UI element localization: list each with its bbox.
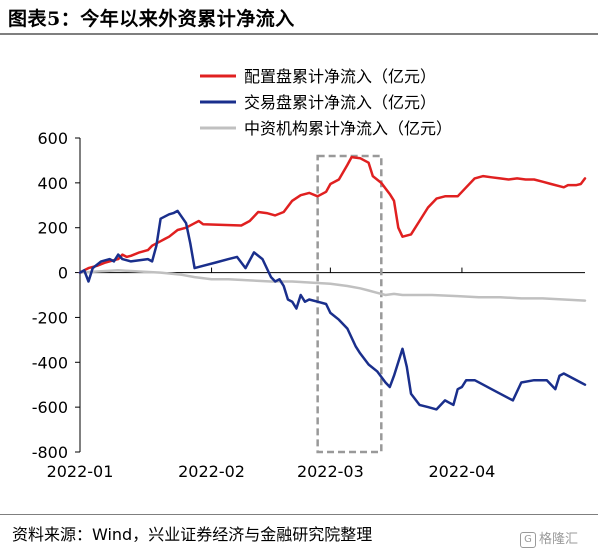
watermark-text: 格隆汇 [539, 532, 579, 547]
highlight-box [316, 154, 383, 454]
series-line-1 [78, 155, 587, 274]
series-line-2 [78, 209, 587, 411]
y-tick-label: 0 [58, 264, 68, 283]
source-rule [0, 514, 598, 515]
series-layer [78, 155, 587, 411]
legend-label-2: 交易盘累计净流入（亿元） [244, 93, 436, 112]
legend-label-1: 配置盘累计净流入（亿元） [244, 67, 436, 86]
highlight-box-layer [316, 154, 383, 454]
figure-title: 图表5：今年以来外资累计净流入 [8, 8, 295, 30]
y-tick-label: -400 [32, 353, 68, 372]
y-tick-label: 600 [37, 129, 68, 148]
source-note: 资料来源：Wind，兴业证券经济与金融研究院整理 [12, 525, 373, 544]
x-tick-label: 2022-01 [47, 462, 114, 481]
x-tick-label: 2022-03 [297, 462, 364, 481]
x-tick-label: 2022-02 [178, 462, 245, 481]
y-tick-label: 400 [37, 174, 68, 193]
title-rule [0, 33, 598, 35]
chart-legend: 配置盘累计净流入（亿元） 交易盘累计净流入（亿元） 中资机构累计净流入（亿元） [200, 67, 452, 138]
x-tick-label: 2022-04 [429, 462, 496, 481]
series-line-3 [78, 269, 587, 302]
y-tick-label: -800 [32, 443, 68, 462]
legend-label-3: 中资机构累计净流入（亿元） [244, 119, 452, 138]
y-tick-label: 200 [37, 219, 68, 238]
watermark-logo-icon: G [520, 531, 536, 548]
watermark: G 格隆汇 [520, 528, 578, 548]
y-tick-label: -600 [32, 398, 68, 417]
y-tick-label: -200 [32, 308, 68, 327]
